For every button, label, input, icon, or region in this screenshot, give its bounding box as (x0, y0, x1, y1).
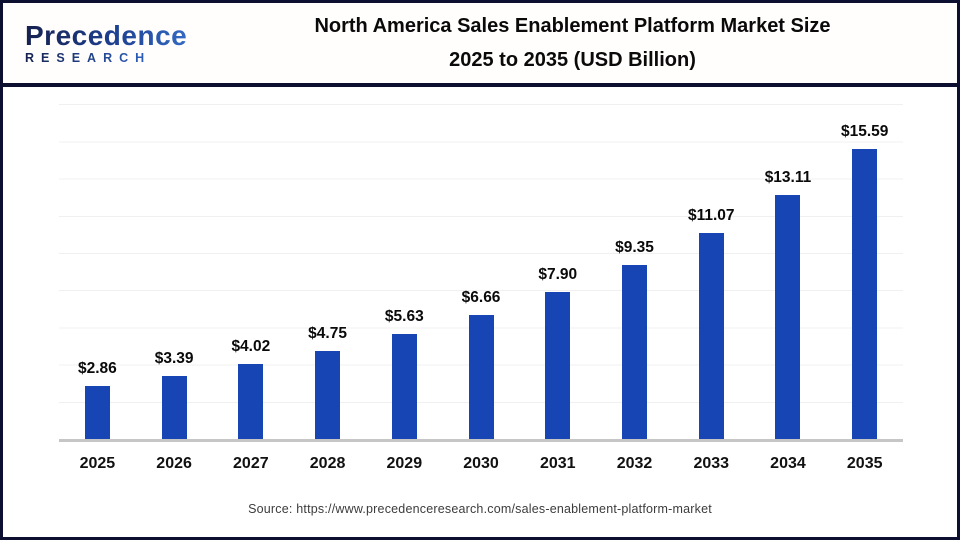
bar-value-label: $11.07 (687, 207, 735, 225)
x-axis-tick-label: 2028 (309, 455, 346, 472)
bar-value-label: $7.90 (538, 266, 578, 284)
bar-value-label: $15.59 (841, 123, 889, 141)
x-axis-tick-label: 2025 (79, 455, 116, 472)
bar-value-label: $4.75 (308, 324, 347, 342)
x-axis-tick-label: 2034 (770, 455, 806, 472)
bar-value-label: $9.35 (615, 239, 654, 257)
x-axis-tick-label: 2026 (156, 455, 192, 472)
chart-title: North America Sales Enablement Platform … (218, 9, 957, 77)
x-axis-tick-label: 2030 (463, 455, 499, 472)
bar-value-label: $4.02 (231, 338, 271, 356)
bar (545, 292, 571, 439)
chart-title-line2: 2025 to 2035 (USD Billion) (449, 49, 696, 71)
bar (238, 364, 264, 439)
bar-slot: $9.35 (596, 87, 673, 439)
bar-slot: $7.90 (519, 87, 596, 439)
bar-value-label: $3.39 (154, 349, 194, 367)
source-line: Source: https://www.precedenceresearch.c… (248, 502, 712, 516)
bar-slot: $3.39 (136, 87, 213, 439)
x-axis-tick-label: 2027 (233, 455, 269, 472)
bar (622, 265, 647, 439)
bar (698, 233, 724, 439)
plot-area: $2.86 $3.39 $4.02 $4.75 $5.63 $6.66 $7.90 $9.35… (59, 87, 903, 442)
bar (161, 375, 187, 439)
bar (468, 315, 494, 439)
precedence-research-logo: Precedence RESEARCH (3, 20, 218, 65)
bar-slot: $15.59 (826, 87, 903, 439)
bar-slot: $2.86 (59, 87, 136, 439)
bar-slot: $5.63 (366, 87, 443, 439)
bar-slot: $11.07 (673, 87, 750, 439)
bar-value-label: $2.86 (77, 359, 117, 377)
x-axis-tick-label: 2029 (386, 455, 423, 472)
bar (391, 334, 417, 439)
logo-wordmark: Precedence (25, 20, 218, 50)
bar-slot: $4.02 (212, 87, 289, 439)
bar-value-label: $6.66 (461, 289, 501, 307)
bar-value-label: $13.11 (764, 169, 812, 187)
x-axis-tick-label: 2035 (846, 455, 883, 472)
x-axis-labels: 2025 2026 2027 2028 2029 2030 2031 2032 2033 2034… (59, 442, 903, 486)
bar (315, 350, 341, 439)
bar (775, 195, 801, 439)
bar-slot: $4.75 (289, 87, 366, 439)
bar (84, 385, 110, 439)
bar (852, 149, 878, 439)
bar-value-label: $5.63 (384, 308, 424, 326)
bar-slot: $13.11 (750, 87, 827, 439)
logo-subtitle: RESEARCH (25, 51, 218, 65)
x-axis-tick-label: 2031 (539, 455, 576, 472)
chart-area: $2.86 $3.39 $4.02 $4.75 $5.63 $6.66 $7.90 $9.35… (3, 87, 957, 486)
x-axis-tick-label: 2032 (616, 455, 653, 472)
chart-title-line1: North America Sales Enablement Platform … (314, 15, 831, 37)
bar-slot: $6.66 (443, 87, 520, 439)
header: Precedence RESEARCH North America Sales … (3, 3, 957, 87)
x-axis-tick-label: 2033 (693, 455, 730, 472)
